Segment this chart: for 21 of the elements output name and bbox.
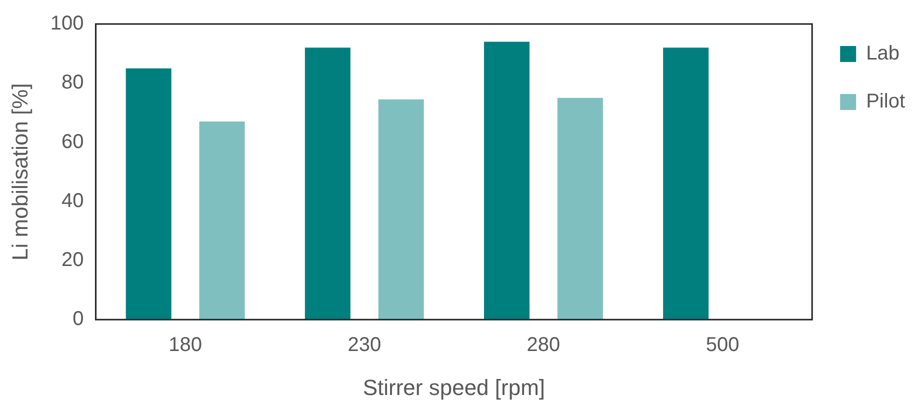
bar bbox=[557, 98, 603, 320]
x-tick-label: 180 bbox=[168, 334, 202, 356]
y-tick-label: 80 bbox=[62, 72, 84, 94]
x-tick-label: 280 bbox=[526, 334, 560, 356]
bar bbox=[304, 48, 350, 320]
y-tick-label: 100 bbox=[50, 12, 84, 35]
y-tick-label: 0 bbox=[72, 308, 84, 330]
bar bbox=[199, 122, 245, 320]
bar bbox=[126, 68, 172, 320]
bar bbox=[484, 42, 530, 320]
y-tick-label: 20 bbox=[62, 248, 84, 271]
y-tick-label: 40 bbox=[62, 190, 84, 212]
x-axis-title: Stirrer speed [rpm] bbox=[362, 374, 546, 400]
bar bbox=[663, 48, 709, 320]
x-tick-label: 230 bbox=[348, 334, 382, 356]
y-axis-title: Li mobilisation [%] bbox=[7, 83, 32, 260]
bar bbox=[378, 99, 424, 320]
legend-label: Pilot bbox=[866, 90, 906, 113]
legend-label: Lab bbox=[866, 42, 900, 65]
y-tick-label: 60 bbox=[62, 130, 84, 153]
x-tick-label: 500 bbox=[706, 334, 740, 356]
